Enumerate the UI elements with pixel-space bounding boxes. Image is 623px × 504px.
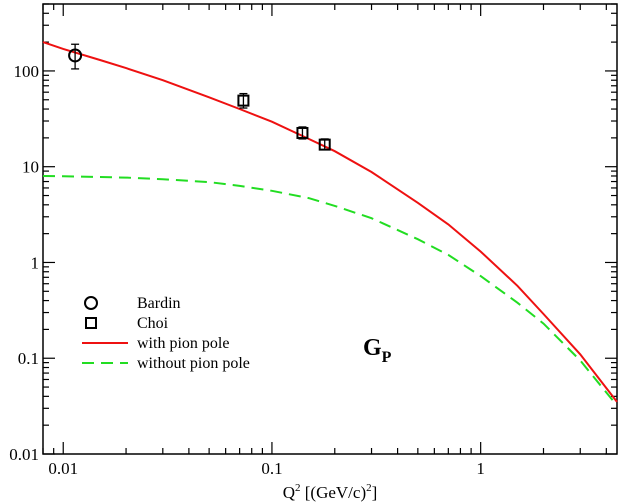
series-layer — [42, 41, 618, 407]
legend-label-without-pion-pole: without pion pole — [137, 355, 250, 372]
legend-label-choi: Choi — [137, 315, 169, 332]
y-tick-label: 0.1 — [18, 349, 39, 368]
choi-marker — [237, 94, 250, 107]
y-tick-label: 10 — [22, 158, 39, 177]
axes: 0.01 0.1 1 0.01 0.1 1 10 100 — [9, 3, 617, 478]
legend-label-with-pion-pole: with pion pole — [137, 335, 229, 352]
x-tick-label: 0.01 — [48, 459, 78, 478]
legend: Bardin Choi with pion pole without pion pol… — [82, 295, 250, 372]
y-tick-label: 100 — [14, 62, 40, 81]
x-tick-label: 0.1 — [261, 459, 282, 478]
plot-frame — [42, 3, 618, 455]
series-line-with-pion-pole — [42, 41, 618, 403]
choi-marker — [318, 138, 331, 151]
y-tick-label: 1 — [31, 253, 40, 272]
legend-symbol-bardin — [84, 296, 98, 310]
legend-symbol-choi — [85, 317, 97, 329]
x-axis-title: Q2 [(GeV/c)2] — [283, 482, 378, 502]
x-tick-label: 1 — [476, 459, 485, 478]
choi-marker — [296, 126, 309, 139]
bardin-marker — [68, 48, 83, 63]
series-line-without-pion-pole — [42, 175, 618, 407]
y-tick-label: 0.01 — [9, 445, 39, 464]
legend-label-bardin: Bardin — [137, 295, 181, 312]
gp-annotation: GP — [363, 335, 392, 366]
